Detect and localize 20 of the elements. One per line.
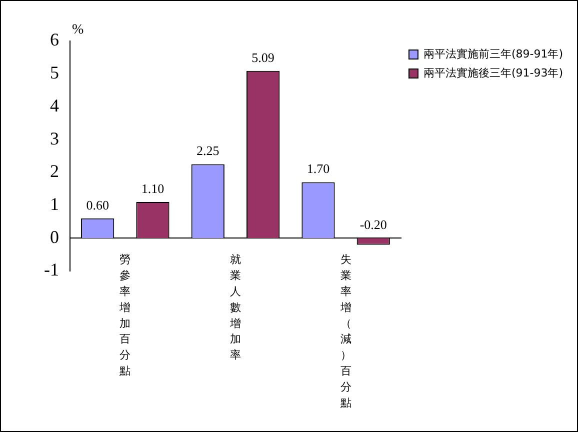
y-tick-label: 1	[50, 194, 59, 214]
y-tick-label: 5	[50, 62, 59, 83]
y-tick-label: -1	[44, 260, 59, 280]
legend-label: 兩平法實施後三年(91-93年)	[423, 66, 563, 80]
text: 2.25	[196, 143, 220, 158]
text: 0.60	[86, 197, 109, 212]
y-tick-label: 0	[50, 226, 59, 247]
y-tick-label: 3	[50, 128, 59, 148]
y-tick-label: 2	[50, 161, 59, 182]
y-tick-label: 6	[50, 30, 59, 50]
text: 1.10	[141, 180, 164, 196]
text: 1.70	[306, 161, 330, 176]
y-tick-label: 4	[50, 95, 59, 116]
text: -0.20	[360, 217, 387, 232]
text: 5.09	[252, 50, 274, 65]
y-axis-title: %	[72, 22, 84, 38]
x-tick-label: 就業人數增加率	[228, 252, 241, 362]
category-label: 失業率增（減）百分點	[340, 252, 352, 410]
legend-label: 兩平法實施前三年(89-91年)	[423, 47, 563, 60]
x-tick-label: 勞參率增加百分點	[118, 252, 131, 378]
